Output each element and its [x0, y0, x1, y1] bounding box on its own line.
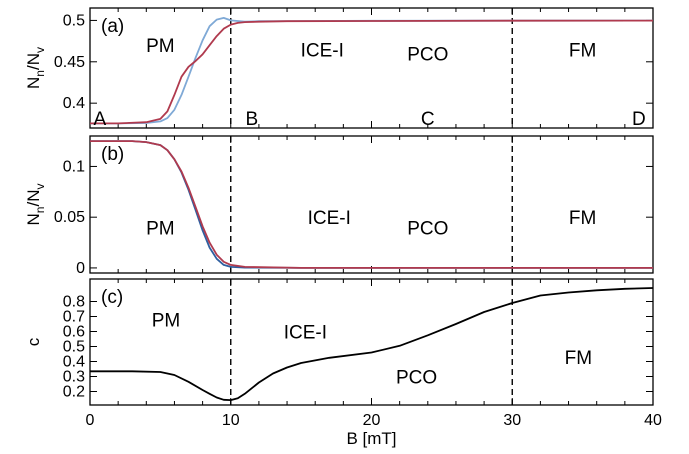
series-line	[90, 140, 653, 269]
y-tick-label: 0.8	[63, 294, 85, 311]
region-label: PCO	[407, 45, 448, 66]
y-tick-label: 0.3	[63, 369, 85, 386]
y-axis-label: Nn/Nv	[24, 47, 47, 89]
y-tick-label: 0	[76, 260, 85, 277]
region-label: PM	[146, 218, 175, 239]
series-line	[90, 19, 654, 125]
region-label: PM	[152, 311, 181, 332]
panel-c: 0.20.30.40.50.60.70.8 (c) PM ICE-I PCO FM c 0 10…	[24, 278, 662, 448]
plot-frame	[89, 278, 654, 406]
y-axis-label: c	[24, 337, 43, 346]
series-line	[90, 17, 654, 125]
panel-label: (c)	[101, 287, 123, 308]
point-label: D	[632, 109, 646, 130]
y-tick-label: 0.5	[63, 12, 85, 29]
y-tick-label: 0.05	[54, 209, 85, 226]
region-label: PCO	[407, 218, 448, 239]
x-tick-label: 10	[222, 412, 240, 429]
y-tick-label: 0.1	[63, 158, 85, 175]
region-label: ICE-I	[301, 40, 344, 61]
x-tick-label: 0	[86, 412, 95, 429]
x-tick-label: 20	[363, 412, 381, 429]
panel-label: (a)	[101, 16, 124, 37]
plot-frame	[89, 135, 654, 274]
y-tick-label: 0.2	[63, 384, 85, 401]
region-label: FM	[569, 208, 596, 229]
y-tick-label: 0.45	[54, 54, 85, 71]
point-label: A	[94, 109, 107, 130]
region-label: PCO	[396, 368, 437, 389]
panel-b: 0 0.05 0.1 (b) PM ICE-I PCO FM Nn/Nv	[24, 135, 654, 277]
region-label: FM	[569, 40, 596, 61]
region-label: ICE-I	[284, 323, 327, 344]
region-label: PM	[146, 36, 175, 57]
y-tick-label: 0.7	[63, 309, 85, 326]
region-label: ICE-I	[308, 208, 351, 229]
x-tick-label: 40	[644, 412, 662, 429]
x-tick-label: 30	[503, 412, 521, 429]
panel-a: 0.4 0.45 0.5 (a) PM ICE-I PCO FM A B C D Nn/Nv	[24, 7, 654, 130]
y-tick-label: 0.5	[63, 339, 85, 356]
point-label: B	[246, 109, 259, 130]
point-label: C	[421, 109, 435, 130]
series-line	[90, 287, 654, 401]
panel-label: (b)	[101, 144, 124, 165]
x-axis-label: B [mT]	[346, 429, 396, 448]
region-label: FM	[565, 348, 592, 369]
y-tick-label: 0.4	[63, 354, 85, 371]
y-tick-label: 0.6	[63, 324, 85, 341]
y-axis-label: Nn/Nv	[24, 184, 47, 226]
y-tick-label: 0.4	[63, 95, 85, 112]
